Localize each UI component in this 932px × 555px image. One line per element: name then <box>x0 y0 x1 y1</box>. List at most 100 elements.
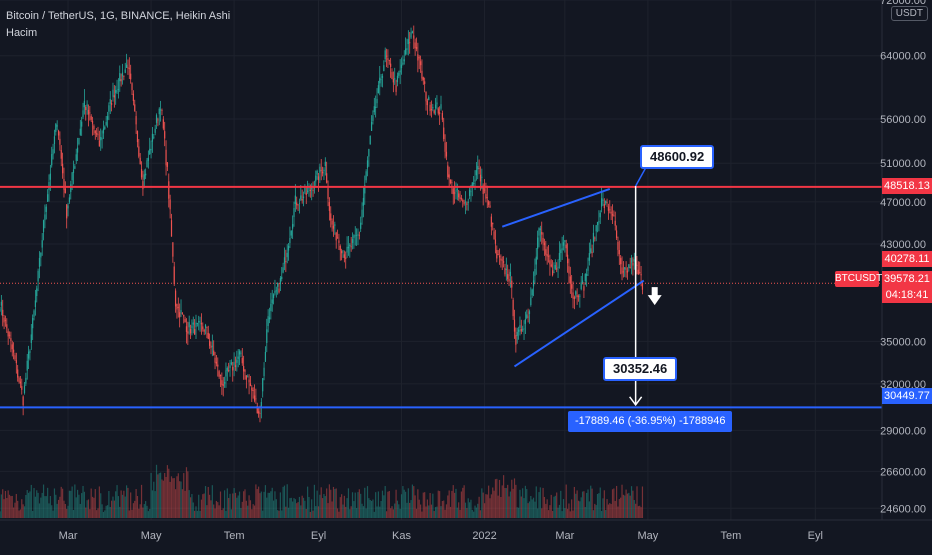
volume-bar <box>633 500 635 518</box>
volume-indicator-label[interactable]: Hacim <box>6 27 38 39</box>
volume-bar <box>222 508 224 518</box>
volume-bar <box>109 506 111 518</box>
symbol-tag[interactable]: BTCUSDT <box>835 271 882 287</box>
volume-bar <box>508 496 510 518</box>
candle-body <box>83 100 85 108</box>
volume-bar <box>561 511 563 518</box>
candle-body <box>361 209 363 218</box>
candle-body <box>524 318 526 324</box>
volume-bar <box>203 493 205 518</box>
y-tick-label: 29000.00 <box>880 425 926 437</box>
volume-bar <box>538 492 540 518</box>
volume-bar <box>504 487 506 518</box>
volume-bar <box>168 468 170 518</box>
volume-bar <box>29 491 31 518</box>
volume-bar <box>411 484 414 518</box>
candle-body <box>380 79 382 81</box>
candle-body <box>554 265 556 269</box>
candle-body <box>641 282 644 290</box>
candle-body <box>622 271 624 273</box>
volume-bar <box>349 509 351 518</box>
volume-bar <box>258 486 260 518</box>
candle-body <box>362 197 365 206</box>
currency-badge[interactable]: USDT <box>890 6 928 21</box>
candle-body <box>630 257 633 263</box>
candle-body <box>147 157 149 161</box>
candle-body <box>40 252 42 258</box>
volume-bar <box>515 484 517 518</box>
candle-body <box>413 35 415 39</box>
volume-bar <box>0 494 2 518</box>
volume-bar <box>185 467 188 518</box>
candle-body <box>62 163 64 174</box>
candle-body <box>146 160 148 168</box>
volume-bar <box>421 511 423 518</box>
target-bottom-callout[interactable]: 30352.46 <box>603 357 678 381</box>
volume-bar <box>576 490 578 518</box>
candle-body <box>86 104 88 107</box>
candle-body <box>143 174 145 180</box>
candle-body <box>315 175 317 182</box>
volume-bar <box>93 497 95 518</box>
candle-body <box>341 250 343 254</box>
volume-bar <box>285 506 287 518</box>
candle-body <box>343 254 345 258</box>
candle-body <box>639 272 641 274</box>
volume-bar <box>263 491 265 518</box>
candle-body <box>507 274 509 279</box>
candle-body <box>618 249 620 255</box>
candle-body <box>135 116 137 125</box>
candle-body <box>283 257 286 264</box>
symbol-title[interactable]: Bitcoin / TetherUS, 1G, BINANCE, Heikin … <box>6 10 231 22</box>
candle-body <box>316 170 318 175</box>
measure-label[interactable]: -17889.46 (-36.95%) -1788946 <box>568 411 733 432</box>
volume-bar <box>357 492 359 518</box>
volume-bar <box>308 497 310 518</box>
volume-bar <box>468 502 471 518</box>
candle-body <box>368 149 370 157</box>
volume-bar <box>590 485 592 518</box>
volume-bar <box>146 505 148 518</box>
volume-bar <box>14 502 16 518</box>
volume-bar <box>179 481 181 518</box>
volume-bar <box>345 506 347 518</box>
volume-bar <box>413 486 415 518</box>
volume-bar <box>267 492 269 518</box>
candle-body <box>98 140 100 147</box>
volume-bar <box>233 488 235 518</box>
volume-bar <box>512 488 514 518</box>
candle-body <box>56 125 58 127</box>
volume-bar <box>154 491 156 518</box>
candle-body <box>421 70 423 79</box>
volume-bar <box>316 490 318 518</box>
candle-body <box>200 322 203 325</box>
volume-bar <box>169 481 171 518</box>
volume-bar <box>505 488 507 518</box>
volume-bar <box>98 486 100 518</box>
candle-body <box>387 58 389 61</box>
candle-body <box>155 115 158 123</box>
volume-bar <box>60 486 62 518</box>
volume-bar <box>160 472 162 518</box>
candle-body <box>490 216 492 227</box>
volume-bar <box>532 497 535 518</box>
high-price-tag: 40278.11 <box>882 251 932 267</box>
candle-body <box>8 334 11 336</box>
target-arrowhead <box>629 396 643 407</box>
candle-body <box>188 322 190 328</box>
candle-body <box>354 235 356 237</box>
volume-bar <box>79 503 81 518</box>
candle-body <box>210 345 212 349</box>
target-top-callout[interactable]: 48600.92 <box>640 145 715 169</box>
candle-body <box>184 319 186 323</box>
volume-bar <box>550 494 552 518</box>
candle-body <box>364 185 366 194</box>
candle-body <box>406 48 408 50</box>
candle-body <box>264 351 267 362</box>
volume-bar <box>219 491 222 518</box>
volume-bar <box>602 498 604 518</box>
volume-bar <box>560 490 562 518</box>
volume-bar <box>191 494 193 518</box>
